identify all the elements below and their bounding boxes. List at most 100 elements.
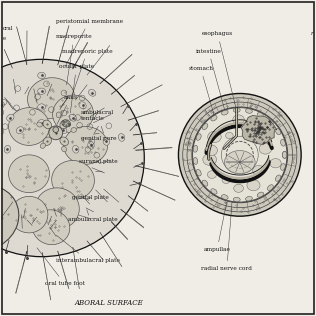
- Ellipse shape: [202, 124, 208, 130]
- Ellipse shape: [222, 110, 228, 115]
- Ellipse shape: [38, 104, 46, 110]
- Text: anus: anus: [57, 95, 78, 124]
- Text: esophagus: esophagus: [202, 31, 236, 108]
- Text: madreporic plate: madreporic plate: [62, 49, 113, 99]
- Ellipse shape: [0, 102, 4, 109]
- Ellipse shape: [257, 129, 271, 141]
- Text: suranal plate: suranal plate: [79, 159, 117, 164]
- Ellipse shape: [32, 210, 70, 245]
- Text: oral tube foot: oral tube foot: [37, 248, 85, 286]
- Ellipse shape: [270, 159, 281, 168]
- Ellipse shape: [193, 145, 198, 152]
- Ellipse shape: [27, 78, 75, 119]
- Polygon shape: [241, 116, 276, 144]
- Ellipse shape: [247, 180, 260, 191]
- Ellipse shape: [43, 120, 52, 129]
- Ellipse shape: [88, 89, 96, 96]
- Text: peristomial membrane: peristomial membrane: [56, 19, 123, 67]
- Ellipse shape: [37, 122, 42, 127]
- Text: interambulacral plate: interambulacral plate: [56, 235, 120, 263]
- Ellipse shape: [88, 142, 94, 149]
- Ellipse shape: [202, 180, 208, 186]
- Ellipse shape: [38, 72, 46, 79]
- Ellipse shape: [211, 116, 217, 121]
- Ellipse shape: [211, 189, 217, 194]
- Ellipse shape: [222, 177, 230, 184]
- Ellipse shape: [267, 119, 273, 125]
- Ellipse shape: [64, 126, 108, 164]
- Ellipse shape: [283, 151, 287, 158]
- Ellipse shape: [246, 109, 252, 113]
- Ellipse shape: [103, 137, 109, 145]
- Text: r: r: [311, 31, 314, 36]
- Ellipse shape: [276, 175, 281, 181]
- Text: cral: cral: [2, 26, 13, 31]
- Circle shape: [53, 127, 58, 132]
- Ellipse shape: [234, 184, 243, 192]
- Ellipse shape: [283, 151, 287, 158]
- Ellipse shape: [71, 128, 76, 132]
- Ellipse shape: [281, 164, 285, 170]
- Text: ampullae: ampullae: [204, 202, 230, 252]
- Ellipse shape: [56, 112, 61, 118]
- Circle shape: [179, 94, 301, 216]
- Ellipse shape: [10, 196, 48, 233]
- Ellipse shape: [53, 95, 94, 133]
- Ellipse shape: [52, 161, 94, 199]
- Text: intestine: intestine: [196, 49, 227, 117]
- Ellipse shape: [196, 169, 201, 176]
- Ellipse shape: [79, 102, 86, 109]
- Ellipse shape: [0, 59, 144, 257]
- Ellipse shape: [246, 197, 252, 201]
- Circle shape: [49, 126, 63, 140]
- Ellipse shape: [62, 120, 70, 127]
- Ellipse shape: [43, 137, 52, 146]
- Ellipse shape: [9, 108, 50, 145]
- Ellipse shape: [40, 143, 46, 148]
- Ellipse shape: [16, 127, 24, 134]
- Ellipse shape: [205, 145, 217, 155]
- Text: e: e: [2, 36, 5, 41]
- Ellipse shape: [253, 165, 265, 175]
- Text: ambulacral
tentacle: ambulacral tentacle: [81, 110, 114, 133]
- Ellipse shape: [60, 137, 69, 146]
- Ellipse shape: [233, 197, 240, 202]
- Ellipse shape: [257, 192, 264, 197]
- Ellipse shape: [276, 128, 281, 135]
- Ellipse shape: [35, 188, 79, 229]
- Text: genital pore: genital pore: [81, 136, 116, 148]
- Text: ambulacral plate: ambulacral plate: [68, 215, 118, 222]
- Ellipse shape: [38, 120, 46, 126]
- Ellipse shape: [259, 144, 272, 154]
- Ellipse shape: [233, 115, 244, 125]
- Ellipse shape: [226, 132, 233, 139]
- Ellipse shape: [60, 120, 69, 129]
- Ellipse shape: [224, 150, 255, 174]
- Ellipse shape: [38, 88, 46, 94]
- Text: radial nerve cord: radial nerve cord: [201, 185, 252, 271]
- Text: genital plate: genital plate: [72, 195, 109, 200]
- Text: stomach: stomach: [188, 66, 217, 125]
- Ellipse shape: [4, 145, 11, 153]
- Ellipse shape: [7, 114, 14, 121]
- Ellipse shape: [62, 146, 66, 152]
- Ellipse shape: [203, 154, 216, 165]
- Ellipse shape: [267, 185, 273, 191]
- Text: madreporite: madreporite: [56, 34, 92, 85]
- Ellipse shape: [73, 145, 79, 153]
- Ellipse shape: [59, 127, 67, 134]
- Ellipse shape: [196, 134, 201, 140]
- Ellipse shape: [222, 195, 228, 199]
- Ellipse shape: [193, 157, 198, 164]
- Ellipse shape: [0, 185, 19, 250]
- Ellipse shape: [9, 155, 50, 193]
- Text: ABORAL SURFACE: ABORAL SURFACE: [75, 299, 143, 307]
- Ellipse shape: [233, 108, 240, 112]
- Ellipse shape: [118, 134, 125, 141]
- Ellipse shape: [69, 114, 76, 121]
- Ellipse shape: [244, 127, 256, 137]
- Ellipse shape: [208, 131, 221, 143]
- Ellipse shape: [207, 171, 216, 178]
- Ellipse shape: [257, 112, 264, 118]
- Circle shape: [192, 108, 287, 202]
